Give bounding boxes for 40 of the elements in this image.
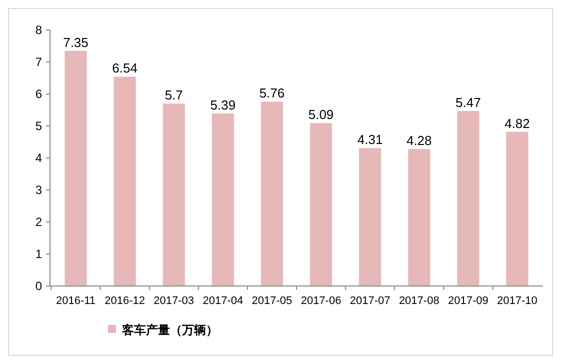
data-label: 5.76 bbox=[259, 86, 285, 101]
bar bbox=[260, 102, 284, 286]
bar bbox=[162, 104, 185, 286]
x-tick-label: 2017-04 bbox=[202, 295, 244, 307]
x-tick-label: 2017-10 bbox=[497, 295, 538, 307]
y-tick-label: 6 bbox=[35, 87, 42, 102]
y-tick-label: 7 bbox=[35, 55, 42, 70]
data-label: 4.82 bbox=[504, 116, 530, 131]
x-tick-label: 2016-12 bbox=[104, 295, 145, 307]
legend-label: 客车产量（万辆） bbox=[121, 323, 218, 338]
bar bbox=[457, 110, 480, 286]
data-label: 5.09 bbox=[308, 107, 334, 122]
x-tick-label: 2017-08 bbox=[398, 295, 440, 307]
x-tick-label: 2016-11 bbox=[56, 295, 96, 307]
data-label: 4.28 bbox=[406, 133, 432, 148]
data-label: 6.54 bbox=[112, 60, 138, 76]
x-tick-label: 2017-05 bbox=[252, 295, 292, 307]
bar bbox=[310, 123, 332, 286]
x-tick-label: 2017-09 bbox=[448, 295, 488, 307]
y-tick-label: 3 bbox=[35, 183, 42, 198]
data-label: 5.7 bbox=[164, 88, 183, 103]
y-tick-label: 4 bbox=[35, 151, 42, 166]
y-tick-label: 1 bbox=[35, 247, 42, 262]
bar bbox=[506, 132, 528, 286]
y-tick-label: 0 bbox=[35, 279, 42, 294]
x-tick-label: 2017-03 bbox=[154, 295, 194, 307]
bar bbox=[408, 149, 430, 286]
x-tick-label: 2017-07 bbox=[350, 295, 390, 307]
bar bbox=[212, 114, 234, 286]
y-tick-label: 5 bbox=[35, 119, 42, 134]
y-tick-label: 2 bbox=[35, 215, 42, 230]
bar bbox=[359, 148, 382, 286]
bar bbox=[114, 76, 136, 286]
data-label: 7.35 bbox=[63, 34, 88, 50]
data-label: 4.31 bbox=[357, 132, 383, 148]
data-label: 5.47 bbox=[456, 94, 481, 110]
y-tick-label: 8 bbox=[35, 23, 42, 38]
bar bbox=[64, 50, 87, 286]
data-label: 5.39 bbox=[210, 98, 236, 113]
x-tick-label: 2017-06 bbox=[300, 295, 342, 307]
